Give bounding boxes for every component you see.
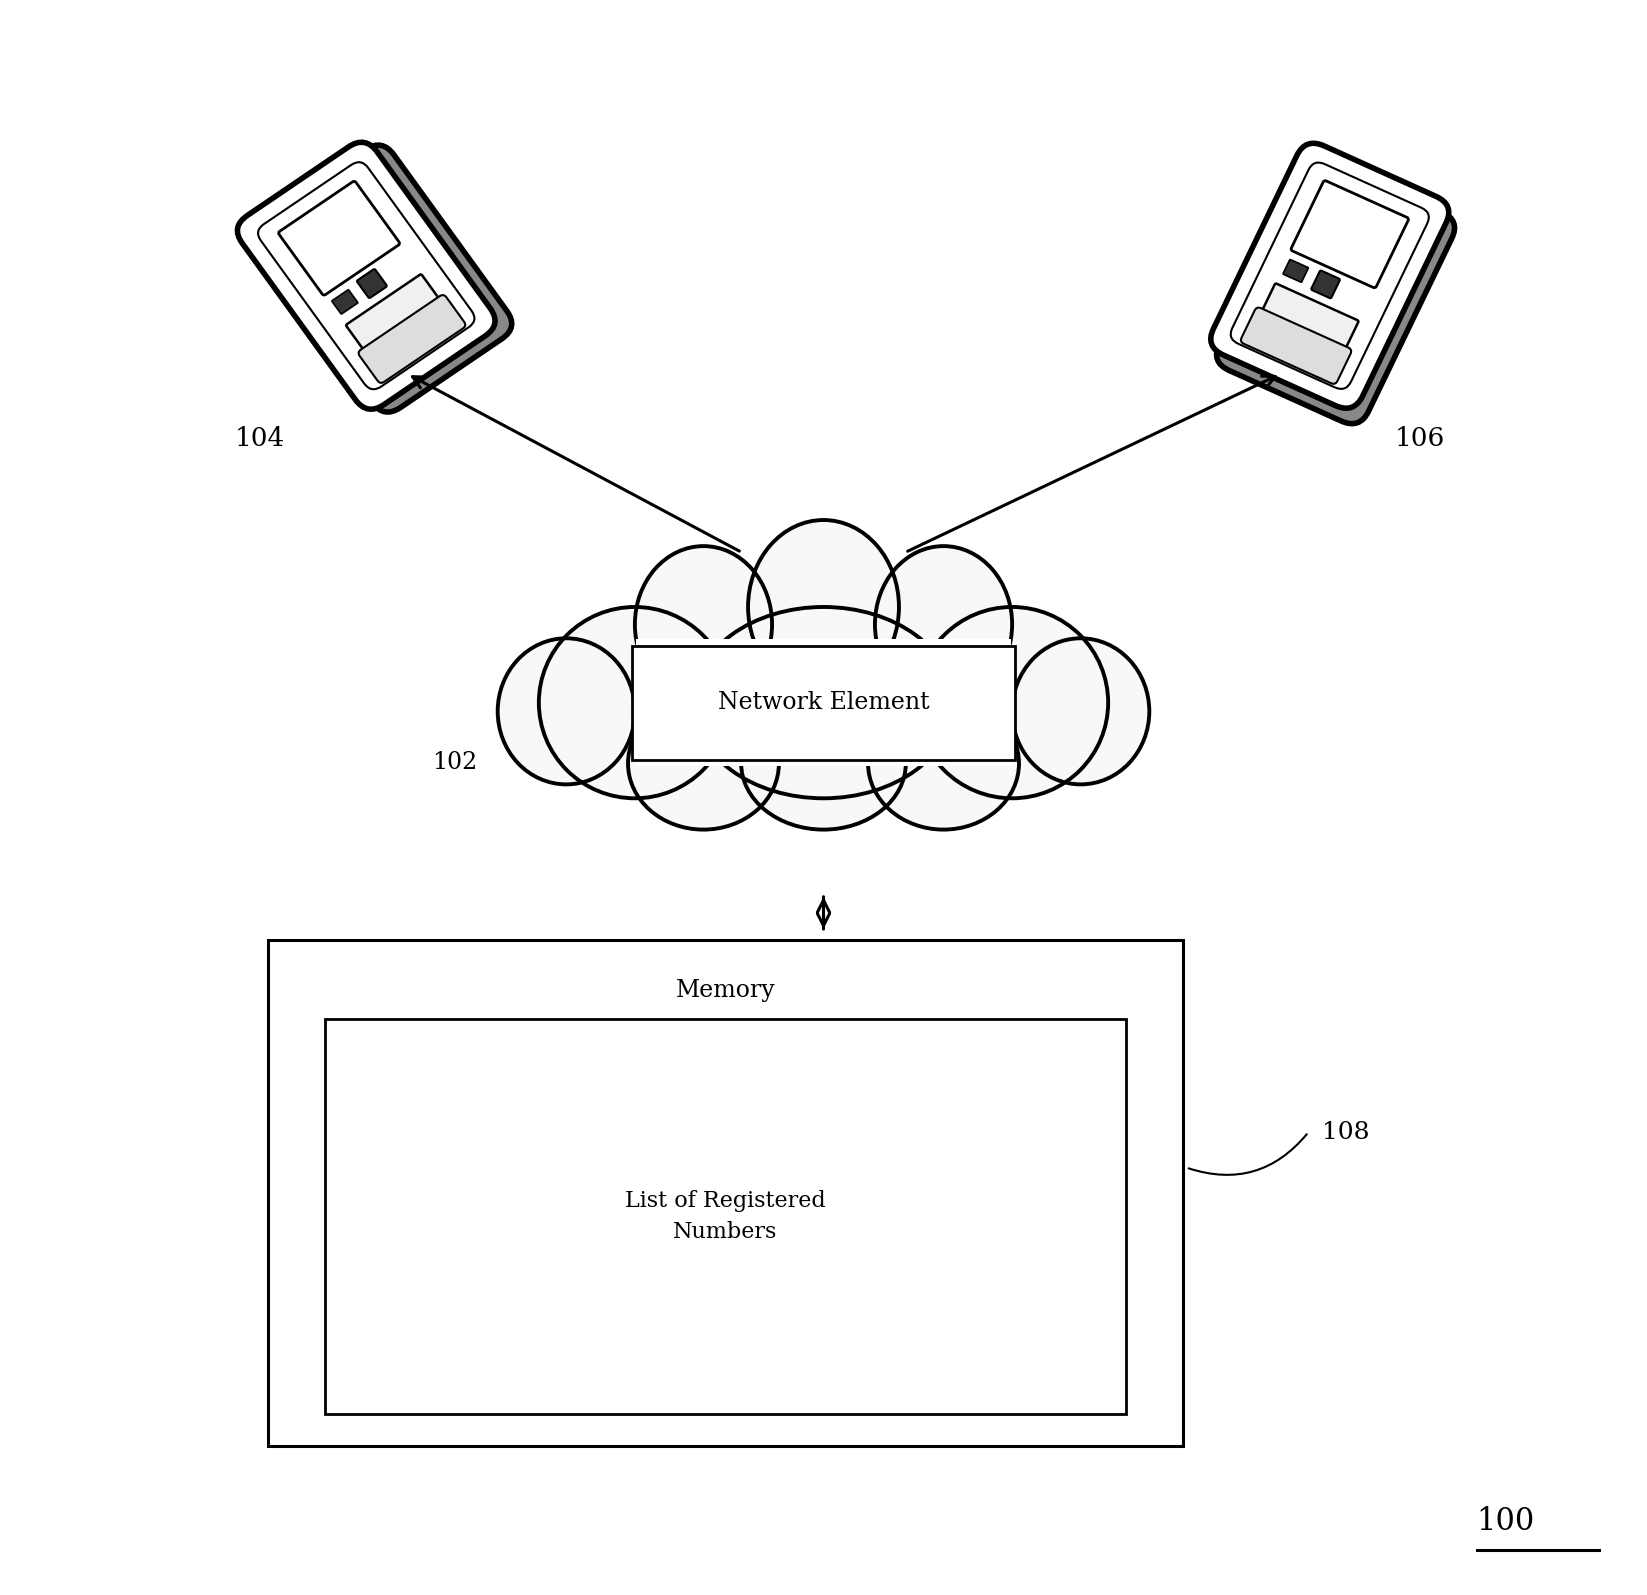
Ellipse shape — [628, 697, 779, 829]
FancyBboxPatch shape — [278, 182, 400, 295]
Ellipse shape — [741, 697, 906, 829]
Text: List of Registered
Numbers: List of Registered Numbers — [626, 1190, 825, 1243]
FancyBboxPatch shape — [359, 295, 466, 383]
FancyBboxPatch shape — [237, 142, 496, 410]
FancyBboxPatch shape — [326, 1019, 1125, 1415]
Text: 102: 102 — [432, 751, 478, 774]
Ellipse shape — [875, 545, 1013, 703]
Ellipse shape — [916, 608, 1108, 798]
FancyBboxPatch shape — [636, 640, 1011, 766]
FancyBboxPatch shape — [357, 270, 387, 298]
FancyBboxPatch shape — [254, 145, 512, 412]
Text: 100: 100 — [1477, 1506, 1535, 1538]
Text: Memory: Memory — [675, 979, 776, 1002]
FancyBboxPatch shape — [1311, 271, 1339, 298]
Ellipse shape — [539, 608, 731, 798]
Ellipse shape — [1013, 638, 1150, 785]
FancyBboxPatch shape — [1283, 260, 1308, 282]
Ellipse shape — [634, 545, 772, 703]
FancyBboxPatch shape — [1291, 180, 1408, 287]
FancyBboxPatch shape — [1217, 158, 1454, 424]
Text: 106: 106 — [1395, 426, 1444, 451]
Text: 104: 104 — [236, 426, 285, 451]
Ellipse shape — [497, 638, 634, 785]
FancyBboxPatch shape — [631, 646, 1016, 759]
Text: 110: 110 — [1138, 1369, 1184, 1391]
Text: Network Element: Network Element — [718, 691, 929, 715]
FancyBboxPatch shape — [1211, 144, 1449, 408]
Ellipse shape — [748, 520, 899, 694]
Ellipse shape — [868, 697, 1019, 829]
FancyBboxPatch shape — [1240, 308, 1351, 384]
FancyBboxPatch shape — [1253, 284, 1359, 368]
FancyBboxPatch shape — [333, 290, 357, 314]
Ellipse shape — [693, 608, 954, 798]
FancyBboxPatch shape — [268, 939, 1183, 1445]
Text: 108: 108 — [1321, 1121, 1369, 1144]
FancyBboxPatch shape — [346, 274, 451, 368]
